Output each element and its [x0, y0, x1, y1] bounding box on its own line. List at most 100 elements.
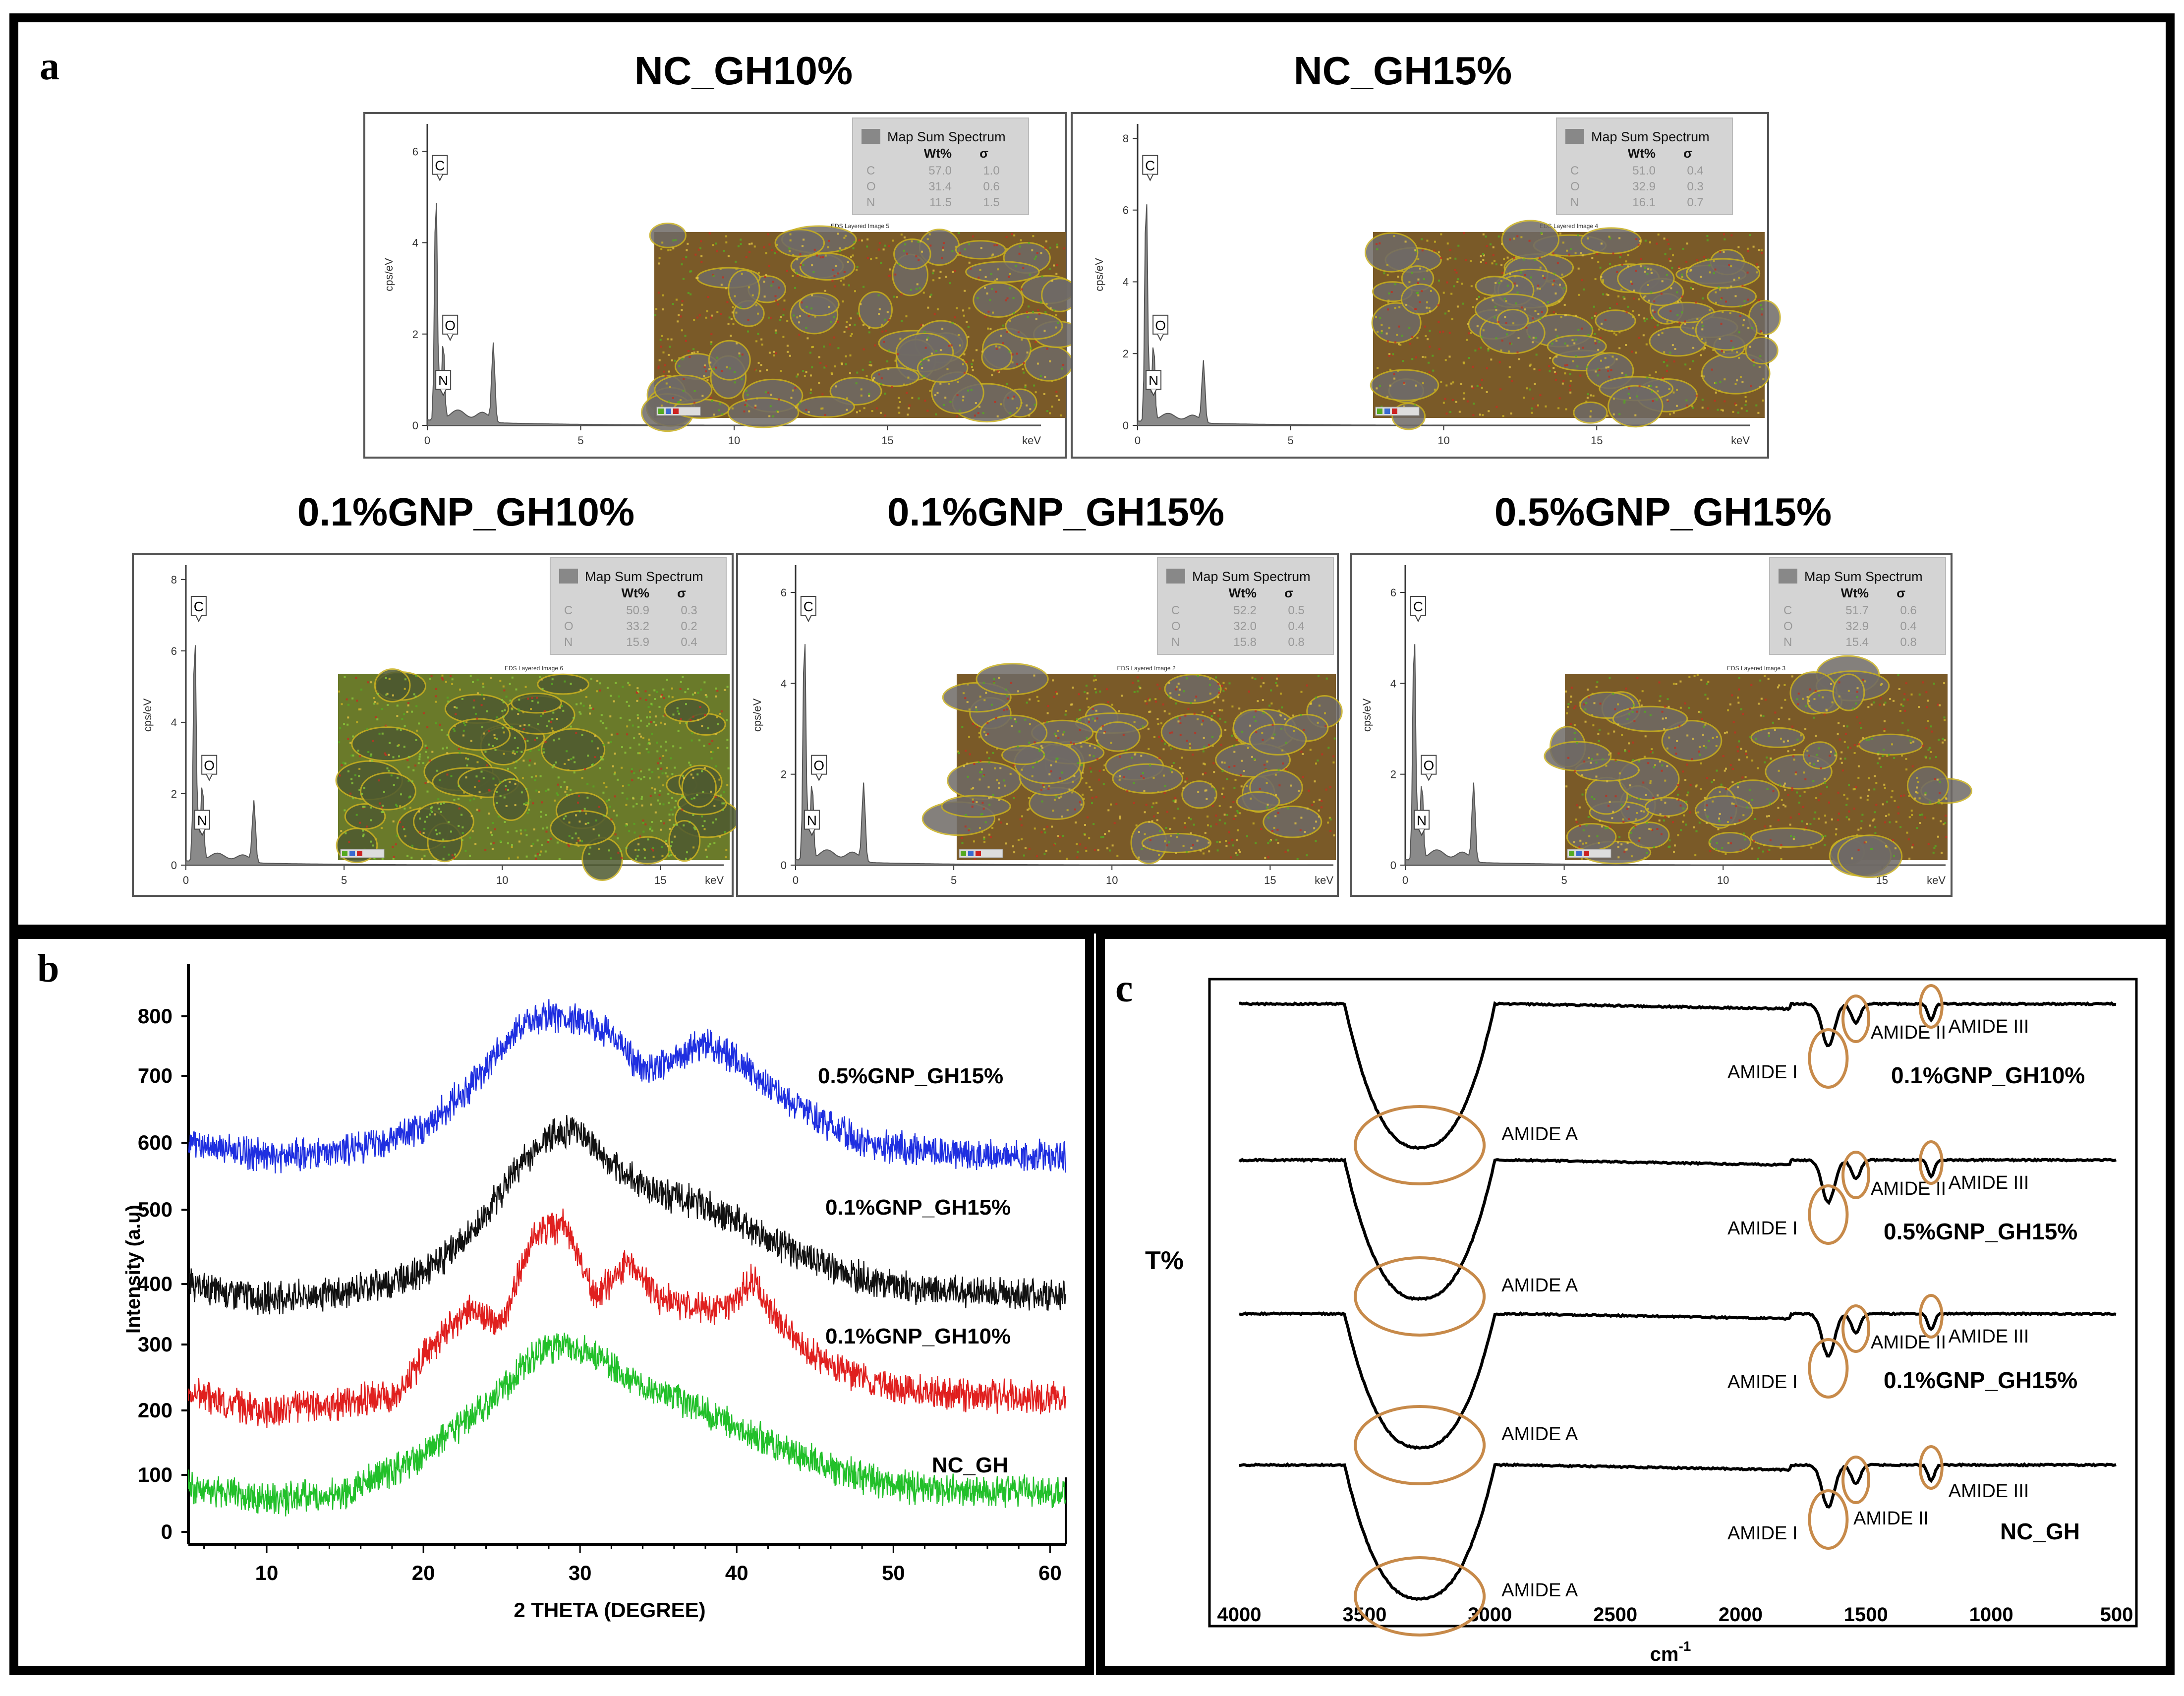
eds-peak-label: O — [813, 758, 824, 773]
amide-i-label: AMIDE I — [1727, 1062, 1797, 1083]
ftir-series-label: 0.5%GNP_GH15% — [1884, 1219, 2077, 1244]
eds-sample-title: 0.5%GNP_GH15% — [1494, 490, 1832, 534]
eds-peak-marker: C — [432, 155, 448, 181]
eds-y-label: cps/eV — [383, 258, 395, 292]
eds-x-tick-label: 10 — [496, 874, 508, 886]
eds-y-tick-label: 2 — [1390, 768, 1396, 781]
eds-peak-marker: O — [811, 755, 827, 781]
eds-row-element: N — [1570, 196, 1579, 209]
eds-col-sigma: σ — [1284, 585, 1293, 600]
eds-row-element: N — [564, 636, 573, 649]
eds-legend: Map Sum Spectrum Wt% σ C 51.0 0.4 O 32.9 0.3 N 16.… — [1556, 117, 1733, 215]
eds-peak-marker: C — [1142, 155, 1158, 181]
eds-row-wt: 52.2 — [1233, 604, 1257, 617]
xrd-y-tick-label: 800 — [138, 1004, 172, 1028]
eds-row-wt: 51.0 — [1632, 164, 1656, 177]
eds-layered-map: EDS Layered Image 4 — [1364, 220, 1781, 430]
ftir-series-label: 0.1%GNP_GH10% — [1891, 1062, 2085, 1088]
eds-legend-swatch — [559, 569, 578, 584]
eds-y-label: cps/eV — [1361, 699, 1373, 732]
xrd-series-label: 0.1%GNP_GH15% — [825, 1195, 1011, 1220]
eds-peak-marker: N — [435, 370, 452, 397]
eds-map-key — [1375, 407, 1420, 416]
amide-iii-label: AMIDE III — [1949, 1326, 2029, 1347]
eds-peak-label: O — [445, 318, 456, 333]
amide-a-ring — [1354, 1105, 1486, 1185]
eds-peak-label: C — [1145, 158, 1155, 174]
eds-row-sigma: 0.4 — [1288, 620, 1304, 633]
eds-peak-marker: N — [1414, 810, 1430, 836]
xrd-x-label: 2 THETA (DEGREE) — [514, 1598, 705, 1622]
eds-map-key — [656, 407, 701, 416]
eds-row-element: O — [1783, 620, 1793, 633]
eds-y-label: cps/eV — [141, 699, 154, 732]
xrd-series-line — [187, 1208, 1066, 1428]
eds-row-element: O — [866, 180, 876, 193]
amide-iii-ring — [1918, 1140, 1944, 1185]
eds-layered-map: EDS Layered Image 5 — [640, 223, 1082, 432]
amide-i-ring — [1808, 1338, 1849, 1399]
eds-y-label: cps/eV — [1093, 258, 1105, 292]
eds-x-tick-label: 5 — [1288, 434, 1294, 447]
eds-col-wt: Wt% — [1841, 585, 1869, 600]
eds-x-tick-label: 5 — [951, 874, 957, 886]
eds-peak-label: O — [1155, 318, 1166, 333]
eds-y-tick-label: 0 — [171, 859, 177, 872]
amide-iii-label: AMIDE III — [1949, 1481, 2029, 1502]
eds-y-tick-label: 4 — [1390, 677, 1396, 690]
eds-y-tick-label: 2 — [1123, 348, 1129, 360]
xrd-x-tick-label: 60 — [1038, 1561, 1062, 1584]
amide-ii-ring — [1841, 994, 1871, 1043]
eds-peak-marker: O — [442, 314, 459, 342]
ftir-spectrum — [1238, 1157, 2117, 1301]
eds-col-sigma: σ — [979, 146, 988, 161]
eds-row-sigma: 0.2 — [681, 620, 697, 633]
eds-y-tick-label: 8 — [1123, 132, 1129, 145]
ftir-chart: 4000 3500 3000 2500 2000 1500 1000 500 0.1%GNP_… — [1145, 978, 2138, 1665]
eds-peak-marker: C — [190, 596, 207, 623]
eds-row-element: N — [866, 196, 875, 209]
eds-y-tick-label: 0 — [412, 419, 418, 432]
xrd-y-tick-label: 200 — [138, 1399, 172, 1422]
eds-row-wt: 11.5 — [929, 196, 952, 209]
eds-peak-label: C — [804, 599, 813, 614]
amide-ii-label: AMIDE II — [1853, 1508, 1929, 1529]
eds-y-tick-label: 8 — [171, 574, 177, 586]
eds-y-label: cps/eV — [751, 699, 763, 732]
eds-peak-label: N — [1149, 373, 1158, 388]
eds-row-sigma: 0.4 — [1900, 620, 1916, 633]
eds-row-wt: 16.1 — [1632, 196, 1656, 209]
eds-peak-label: N — [438, 373, 448, 388]
eds-sample-title: NC_GH15% — [1294, 49, 1512, 93]
eds-sample-title: NC_GH10% — [634, 49, 853, 93]
ftir-x-label-base: cm — [1650, 1643, 1679, 1665]
eds-x-tick-label: 5 — [577, 434, 583, 447]
amide-ii-ring — [1841, 1151, 1871, 1199]
eds-y-tick-label: 6 — [171, 645, 177, 657]
eds-layered-map: EDS Layered Image 2 — [921, 663, 1343, 865]
eds-row-sigma: 0.5 — [1288, 604, 1304, 617]
eds-x-label: keV — [705, 874, 724, 886]
panel-b-frame — [9, 930, 1094, 1675]
amide-iii-ring — [1918, 1445, 1944, 1490]
eds-row-wt: 15.9 — [626, 636, 649, 649]
eds-x-tick-label: 10 — [728, 434, 740, 447]
amide-a-ring — [1354, 1405, 1486, 1485]
eds-legend: Map Sum Spectrum Wt% σ C 57.0 1.0 O 31.4 0.6 N 11.… — [852, 117, 1029, 215]
eds-row-sigma: 0.7 — [1687, 196, 1703, 209]
eds-x-tick-label: 0 — [424, 434, 430, 447]
eds-legend-title: Map Sum Spectrum — [1804, 569, 1923, 584]
eds-row-wt: 15.8 — [1233, 636, 1257, 649]
eds-row-wt: 57.0 — [928, 164, 952, 177]
eds-row-wt: 50.9 — [626, 604, 649, 617]
amide-iii-ring — [1918, 1294, 1944, 1339]
eds-y-tick-label: 2 — [412, 328, 418, 341]
ftir-spectrum — [1239, 1311, 2117, 1450]
